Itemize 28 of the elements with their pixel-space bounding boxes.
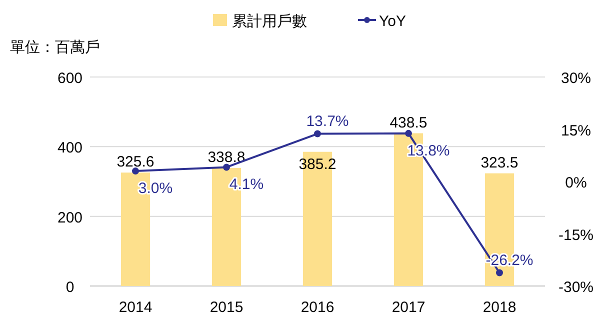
- x-tick-label: 2014: [118, 299, 152, 316]
- legend-label: YoY: [379, 13, 406, 30]
- x-tick-label: 2017: [392, 299, 426, 316]
- point: [132, 168, 139, 175]
- data-label: 323.5: [480, 154, 518, 172]
- y2-tick-label: 15%: [560, 122, 592, 140]
- point: [496, 269, 503, 276]
- data-label: 438.5: [390, 114, 428, 132]
- y2-tick-label: 0%: [565, 174, 587, 192]
- legend-label: 累計用戶數: [232, 13, 307, 30]
- y-tick-label: 200: [57, 209, 83, 226]
- data-label: 385.2: [298, 156, 336, 173]
- point: [223, 164, 230, 171]
- x-tick-label: 2016: [300, 299, 334, 316]
- data-label: 325.6: [116, 154, 154, 171]
- point: [405, 130, 412, 137]
- y-tick-label: 600: [57, 70, 83, 87]
- y2-tick-label: 30%: [560, 70, 592, 87]
- x-tick-label: 2018: [482, 299, 516, 316]
- y-tick-label: 400: [57, 140, 83, 157]
- y-tick-label: 0: [66, 279, 74, 296]
- data-label: 13.7%: [306, 112, 349, 130]
- data-label: 338.8: [208, 148, 246, 166]
- x-tick-label: 2015: [210, 299, 244, 316]
- point: [314, 130, 321, 138]
- y2-tick-label: -15%: [558, 226, 594, 244]
- y2-tick-label: -30%: [558, 279, 594, 296]
- y-axis-title: 單位：百萬戶: [10, 39, 100, 56]
